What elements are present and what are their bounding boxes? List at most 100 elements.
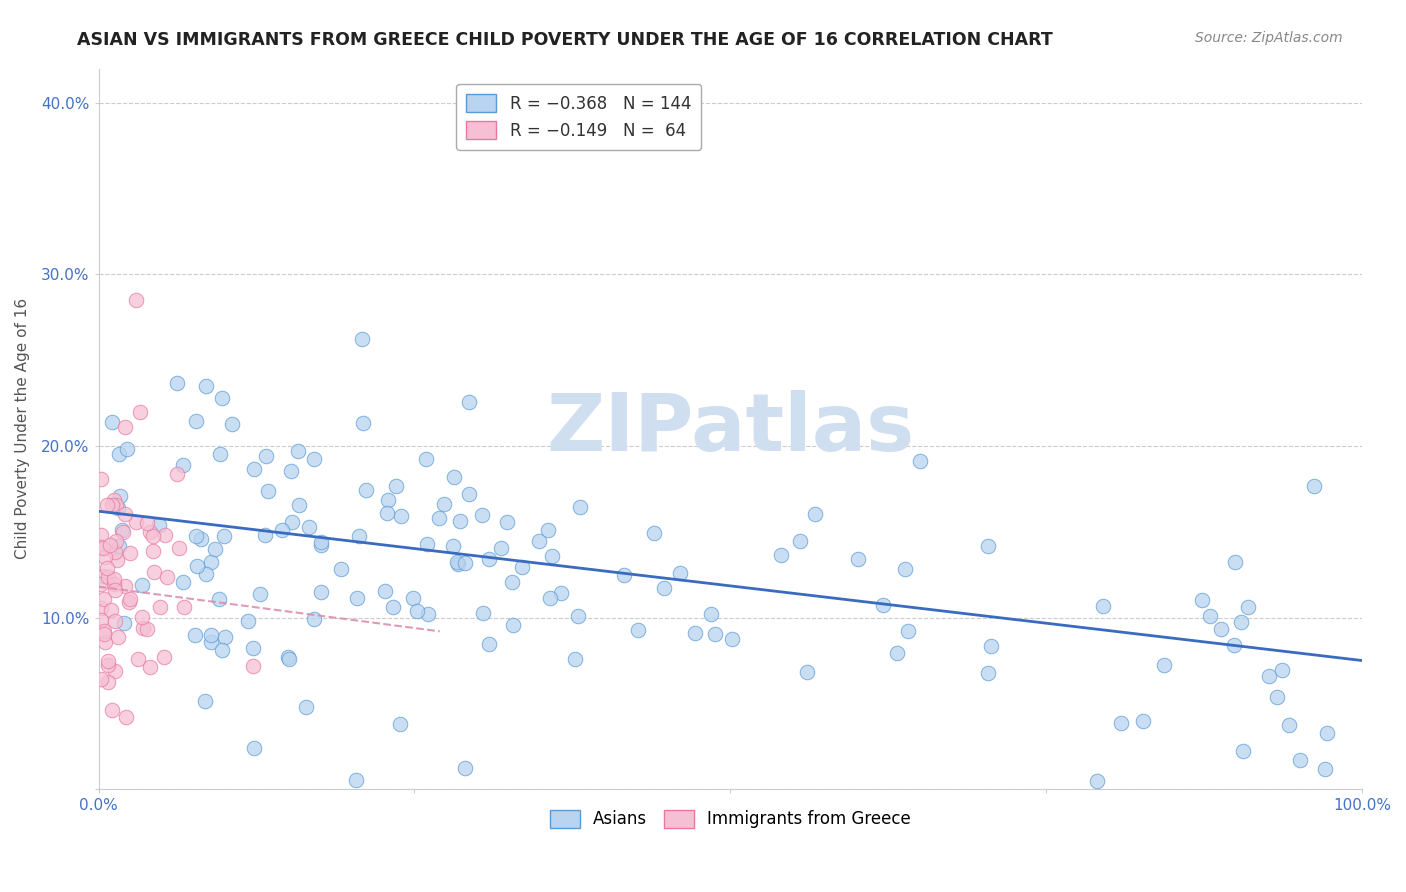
Point xyxy=(93,627,115,641)
Point xyxy=(212,529,235,543)
Point xyxy=(136,516,159,530)
Point xyxy=(101,498,124,512)
Point xyxy=(90,601,112,615)
Point xyxy=(375,506,398,520)
Point xyxy=(142,544,165,558)
Point xyxy=(872,598,894,612)
Point xyxy=(278,651,301,665)
Point xyxy=(454,761,477,775)
Point xyxy=(112,616,135,631)
Point xyxy=(93,569,115,583)
Point xyxy=(94,549,117,564)
Point xyxy=(789,534,811,549)
Point xyxy=(1232,744,1254,758)
Point xyxy=(803,507,825,521)
Point xyxy=(100,603,122,617)
Point xyxy=(108,489,131,503)
Point xyxy=(93,624,115,638)
Point xyxy=(135,623,157,637)
Point xyxy=(166,376,188,391)
Point xyxy=(112,524,135,539)
Point xyxy=(478,551,501,566)
Point xyxy=(406,604,429,618)
Point xyxy=(1237,599,1260,614)
Text: ZIPatlas: ZIPatlas xyxy=(546,390,914,468)
Point xyxy=(148,517,170,532)
Point xyxy=(1109,716,1132,731)
Point xyxy=(471,508,494,522)
Point xyxy=(385,479,408,493)
Point xyxy=(243,740,266,755)
Point xyxy=(1091,599,1114,613)
Point xyxy=(302,452,325,467)
Point xyxy=(288,498,311,512)
Point xyxy=(652,581,675,595)
Point xyxy=(416,537,439,551)
Point xyxy=(104,498,127,512)
Point xyxy=(1191,593,1213,607)
Point xyxy=(173,599,195,614)
Point xyxy=(242,640,264,655)
Point xyxy=(1313,763,1336,777)
Point xyxy=(377,493,399,508)
Point xyxy=(211,643,233,657)
Point xyxy=(194,694,217,708)
Point xyxy=(1223,638,1246,652)
Point xyxy=(446,555,468,569)
Point xyxy=(449,515,471,529)
Point xyxy=(613,567,636,582)
Point xyxy=(302,612,325,626)
Point xyxy=(277,649,299,664)
Point xyxy=(131,610,153,624)
Point xyxy=(186,414,208,428)
Point xyxy=(298,519,321,533)
Point xyxy=(200,634,222,648)
Point xyxy=(120,591,142,606)
Point xyxy=(97,570,120,584)
Point xyxy=(309,584,332,599)
Point xyxy=(118,595,141,609)
Point xyxy=(242,461,264,475)
Point xyxy=(770,548,793,562)
Point xyxy=(139,525,162,540)
Point xyxy=(478,637,501,651)
Point xyxy=(700,607,723,622)
Point xyxy=(211,391,233,405)
Point xyxy=(104,664,127,678)
Point xyxy=(194,567,217,582)
Point xyxy=(184,628,207,642)
Point xyxy=(1303,479,1326,493)
Point xyxy=(90,540,112,554)
Point xyxy=(415,451,437,466)
Point xyxy=(627,624,650,638)
Point xyxy=(564,651,586,665)
Point xyxy=(93,592,115,607)
Point xyxy=(104,545,127,559)
Point xyxy=(309,538,332,552)
Point xyxy=(1153,658,1175,673)
Point xyxy=(172,458,194,473)
Point xyxy=(90,577,112,591)
Point xyxy=(97,654,120,668)
Point xyxy=(118,546,141,560)
Point xyxy=(131,577,153,591)
Point xyxy=(103,576,125,591)
Point xyxy=(101,703,124,717)
Point xyxy=(153,650,176,665)
Point xyxy=(1316,725,1339,739)
Point xyxy=(550,586,572,600)
Point xyxy=(125,515,148,529)
Point xyxy=(796,665,818,679)
Point xyxy=(346,591,368,605)
Y-axis label: Child Poverty Under the Age of 16: Child Poverty Under the Age of 16 xyxy=(15,298,30,559)
Point xyxy=(257,483,280,498)
Point xyxy=(510,559,533,574)
Text: ASIAN VS IMMIGRANTS FROM GREECE CHILD POVERTY UNDER THE AGE OF 16 CORRELATION CH: ASIAN VS IMMIGRANTS FROM GREECE CHILD PO… xyxy=(77,31,1053,49)
Point xyxy=(1265,690,1288,704)
Point xyxy=(846,551,869,566)
Point xyxy=(897,624,920,638)
Point xyxy=(221,417,243,431)
Text: Source: ZipAtlas.com: Source: ZipAtlas.com xyxy=(1195,31,1343,45)
Point xyxy=(294,699,316,714)
Point xyxy=(1198,608,1220,623)
